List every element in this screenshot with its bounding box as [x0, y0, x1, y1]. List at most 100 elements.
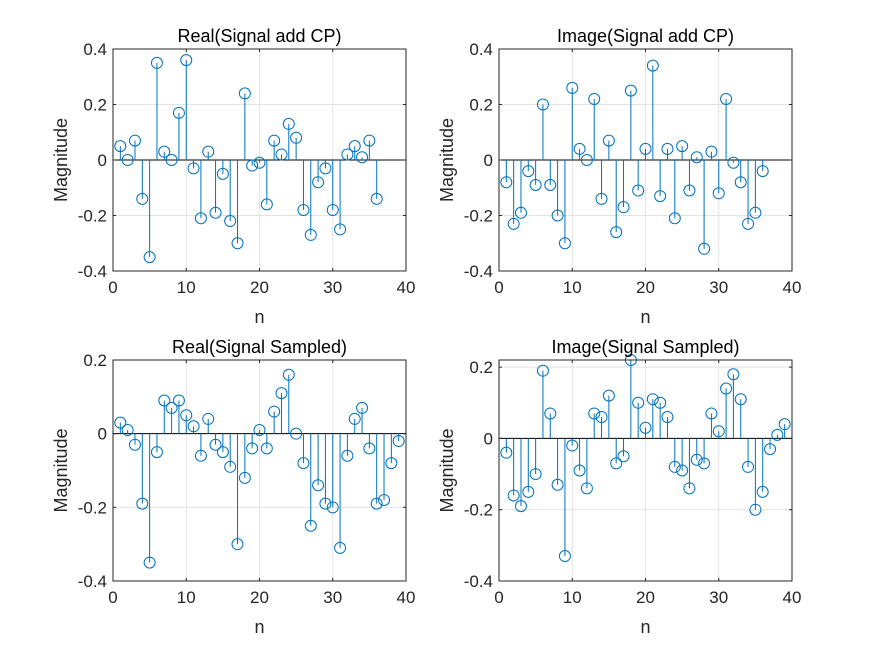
y-tick-label: 0	[484, 429, 493, 448]
stem-marker	[573, 142, 586, 155]
chart-title: Real(Signal Sampled)	[172, 337, 347, 357]
stem-marker	[602, 134, 615, 147]
x-tick-label: 30	[709, 278, 728, 297]
x-tick-label: 10	[177, 278, 196, 297]
y-tick-label: 0	[98, 151, 107, 170]
chart-title: Image(Signal add CP)	[557, 26, 734, 46]
stem-marker	[290, 427, 303, 440]
stem-marker	[260, 442, 273, 455]
stem-marker	[297, 457, 310, 470]
stem-marker	[209, 438, 222, 451]
stem-marker	[624, 84, 637, 97]
stem-marker	[370, 192, 383, 205]
x-axis-label: n	[640, 617, 650, 637]
stem-marker	[356, 401, 369, 414]
stem-marker	[705, 145, 718, 158]
stem-marker	[536, 98, 549, 111]
stem-marker	[312, 479, 325, 492]
stem-marker	[165, 401, 178, 414]
stem-marker	[551, 478, 564, 491]
stem-marker	[180, 54, 193, 67]
y-tick-label: 0.4	[83, 40, 107, 59]
stem-marker	[661, 411, 674, 424]
y-tick-label: 0.2	[83, 351, 107, 370]
x-tick-label: 40	[783, 278, 802, 297]
x-axis-label: n	[254, 307, 264, 327]
stem-marker	[771, 428, 784, 441]
stem-marker	[282, 368, 295, 381]
y-tick-label: -0.2	[78, 498, 107, 517]
stem-marker	[690, 453, 703, 466]
stem-marker	[363, 134, 376, 147]
stem-marker	[231, 237, 244, 250]
stem-marker	[253, 423, 266, 436]
stem-marker	[334, 541, 347, 554]
stem-marker	[172, 106, 185, 119]
stem-marker	[246, 159, 259, 172]
stem-marker	[143, 556, 156, 569]
stem-marker	[180, 409, 193, 422]
stem-marker	[646, 59, 659, 72]
x-tick-label: 10	[177, 588, 196, 607]
stem-marker	[143, 251, 156, 264]
stem-marker	[639, 421, 652, 434]
stem-marker	[610, 226, 623, 239]
stem-marker	[566, 439, 579, 452]
stem-marker	[639, 142, 652, 155]
stem-marker	[216, 446, 229, 459]
x-tick-label: 0	[108, 278, 117, 297]
stem-marker	[588, 92, 601, 105]
stem-marker	[172, 394, 185, 407]
stem-marker	[712, 425, 725, 438]
stem-marker	[121, 423, 134, 436]
stem-marker	[165, 154, 178, 166]
stem-marker	[275, 387, 288, 400]
x-tick-label: 30	[323, 278, 342, 297]
stem-marker	[341, 148, 354, 161]
stem-marker	[727, 156, 740, 169]
chart-title: Real(Signal add CP)	[177, 26, 341, 46]
y-tick-label: -0.4	[78, 572, 107, 591]
subplot-2: 0 10 20 30 40 -0.4 -0.2 0 0.2 0.4 Image(Signal add…	[437, 26, 801, 327]
stem-marker	[734, 176, 747, 189]
y-axis-label: Magnitude	[437, 428, 457, 512]
subplot-4: 0 10 20 30 40 -0.4 -0.2 0 0.2 Image(Signal Sample…	[437, 337, 801, 637]
stem-marker	[764, 443, 777, 456]
stem-marker	[275, 148, 288, 161]
stem-marker	[216, 167, 229, 180]
stem-marker	[632, 184, 645, 197]
stem-marker	[514, 206, 527, 219]
stem-marker	[551, 209, 564, 222]
y-tick-label: 0.2	[83, 96, 107, 115]
stem-marker	[573, 464, 586, 477]
stem-marker	[268, 134, 281, 147]
stem-marker	[602, 389, 615, 402]
stem-marker	[712, 187, 725, 200]
x-axis-label: n	[254, 617, 264, 637]
x-tick-label: 40	[397, 278, 416, 297]
stem-marker	[136, 192, 149, 205]
stem-marker	[150, 56, 163, 69]
y-tick-label: 0	[484, 151, 493, 170]
stem-marker	[529, 468, 542, 481]
stem-marker	[698, 242, 711, 255]
stem-marker	[734, 393, 747, 406]
stem-marker	[370, 497, 383, 510]
stem-marker	[260, 198, 273, 211]
stem-marker	[742, 217, 755, 230]
y-axis-label: Magnitude	[51, 428, 71, 512]
stem-marker	[558, 550, 571, 563]
stem-marker	[319, 162, 332, 175]
x-tick-label: 10	[563, 588, 582, 607]
stem-marker	[544, 407, 557, 420]
x-tick-label: 20	[636, 588, 655, 607]
stem-marker	[661, 142, 674, 155]
stem-marker	[334, 223, 347, 236]
stem-marker	[676, 464, 689, 477]
x-tick-label: 10	[563, 278, 582, 297]
stem-marker	[617, 450, 630, 463]
stem-marker	[392, 435, 405, 448]
stem-marker	[385, 457, 398, 470]
stem-marker	[742, 460, 755, 473]
y-tick-label: -0.2	[464, 207, 493, 226]
